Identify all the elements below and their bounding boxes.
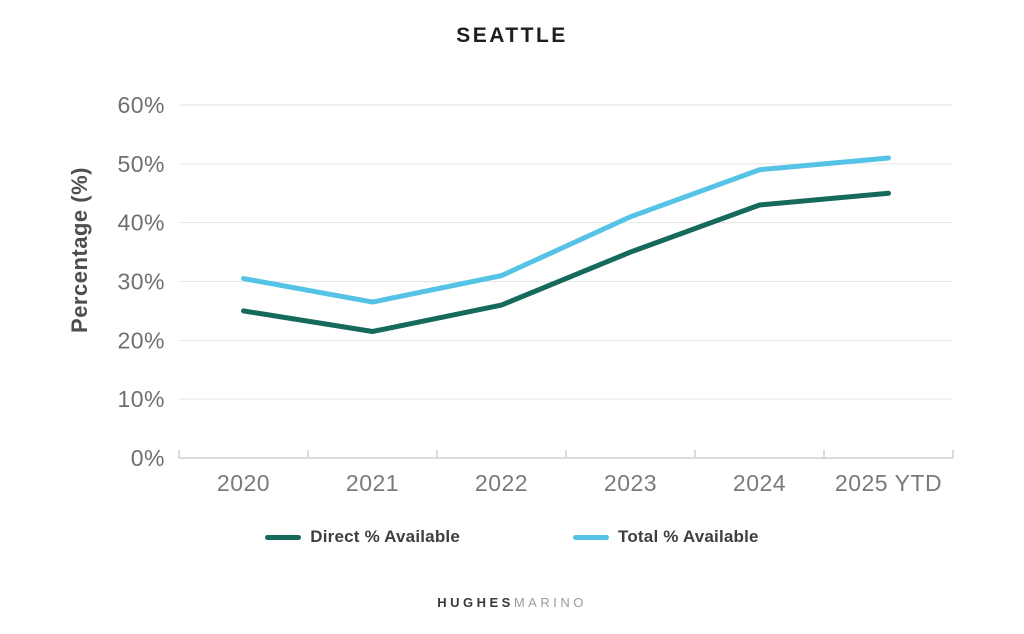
legend-swatch-direct-available <box>265 534 302 540</box>
x-tick-label-2023: 2023 <box>604 470 657 496</box>
legend-item-direct-available: Direct % Available <box>265 527 460 547</box>
y-tick-label-20: 20% <box>117 327 165 353</box>
x-tick-label-2024: 2024 <box>733 470 786 496</box>
x-tick-label-2021: 2021 <box>346 470 399 496</box>
chart-legend: Direct % Available Total % Available <box>0 527 1024 547</box>
series-line-direct-available <box>241 190 891 335</box>
y-tick-label-50: 50% <box>117 151 165 177</box>
x-tick-label-2020: 2020 <box>217 470 270 496</box>
series-line-total-available <box>241 155 891 305</box>
x-tick-label-2022: 2022 <box>475 470 528 496</box>
y-tick-label-40: 40% <box>117 210 165 236</box>
y-tick-label-30: 30% <box>117 269 165 295</box>
y-tick-label-10: 10% <box>117 386 165 412</box>
legend-swatch-total-available <box>573 534 610 540</box>
brand-logo-secondary: MARINO <box>513 595 587 610</box>
line-chart: 0% 10% 20% 30% 40% 50% 60% 2020 2021 2022 2023 2024… <box>117 92 954 496</box>
y-tick-label-0: 0% <box>131 445 165 471</box>
brand-logo: HUGHESMARINO <box>0 595 1024 610</box>
chart-title: SEATTLE <box>456 24 568 47</box>
legend-label-total-available: Total % Available <box>618 527 759 546</box>
y-tick-label-60: 60% <box>117 92 165 118</box>
x-tick-label-2025-ytd: 2025 YTD <box>835 470 942 496</box>
legend-item-total-available: Total % Available <box>573 527 759 547</box>
brand-logo-primary: HUGHES <box>437 595 514 610</box>
legend-label-direct-available: Direct % Available <box>310 527 461 546</box>
